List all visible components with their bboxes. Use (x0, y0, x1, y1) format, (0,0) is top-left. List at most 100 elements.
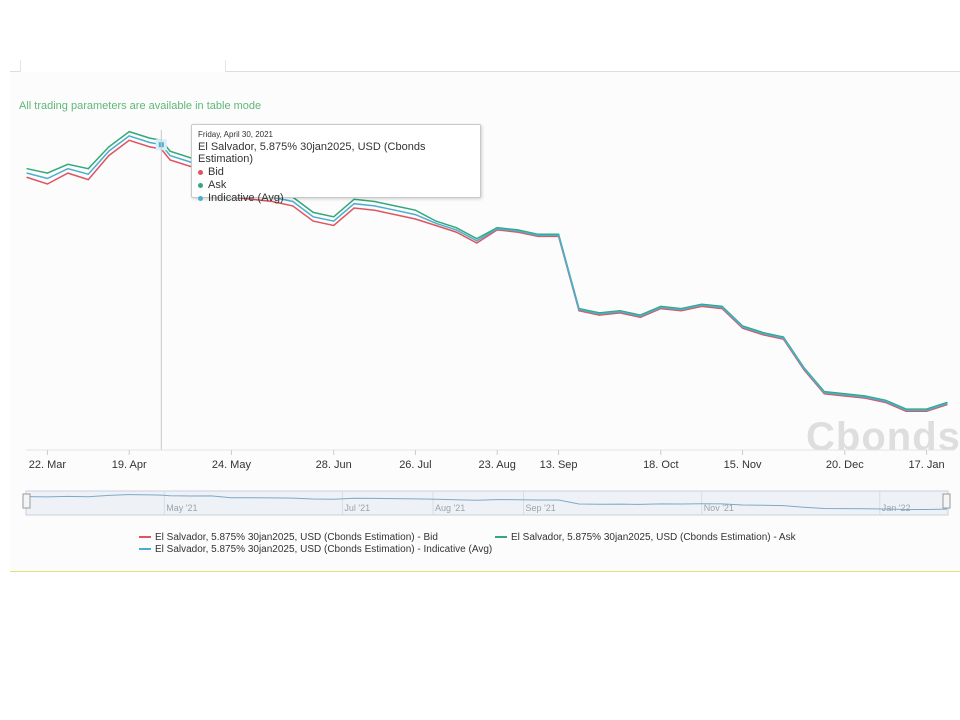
series-line-indicative-avg[interactable] (26, 135, 948, 411)
data-point (333, 220, 335, 222)
data-point (926, 410, 928, 412)
navigator-track[interactable] (25, 490, 949, 516)
data-point (190, 165, 192, 168)
x-tick-label: 17. Jan (909, 459, 945, 471)
data-point (476, 242, 478, 244)
data-point (660, 305, 662, 307)
legend-swatch-bid (139, 536, 151, 539)
data-point (864, 395, 866, 397)
data-point (26, 168, 28, 170)
navigator-left-handle[interactable] (22, 493, 31, 509)
tooltip-row-ask: Ask (198, 179, 474, 192)
data-point (67, 163, 69, 165)
data-point (374, 200, 376, 203)
x-tick-label: 20. Dec (826, 459, 864, 471)
x-axis-ticks: 22. Mar 19. Apr 24. May 28. Jun 26. Jul 23. A… (29, 450, 945, 471)
table-mode-notice[interactable]: All trading parameters are available in … (19, 100, 262, 112)
series-line-bid[interactable] (26, 139, 948, 413)
data-point (537, 234, 539, 236)
data-point (496, 227, 498, 229)
data-point (333, 224, 335, 227)
data-point (639, 316, 641, 318)
data-point (353, 198, 355, 200)
data-point (864, 396, 866, 398)
x-tick-label: 13. Sep (540, 459, 578, 471)
data-point (87, 168, 89, 170)
data-point (598, 314, 601, 316)
data-point (26, 172, 28, 174)
data-point (312, 211, 314, 213)
legend-item-bid[interactable]: El Salvador, 5.875% 30jan2025, USD (Cbon… (139, 532, 438, 543)
data-point (742, 326, 744, 328)
tooltip-row-bid: Bid (198, 166, 474, 179)
tooltip-ask-label: Ask (208, 179, 227, 191)
x-tick-label: 28. Jun (316, 459, 352, 471)
data-point (558, 234, 560, 236)
legend-item-avg[interactable]: El Salvador, 5.875% 30jan2025, USD (Cbon… (139, 544, 492, 555)
data-point (619, 311, 621, 313)
data-point (680, 310, 682, 312)
tooltip-date: Friday, April 30, 2021 (198, 130, 274, 139)
data-point (67, 172, 69, 174)
series-line-ask[interactable] (26, 130, 948, 410)
data-point (455, 227, 457, 229)
data-point (455, 229, 457, 231)
data-point (312, 220, 314, 222)
legend-item-ask[interactable]: El Salvador, 5.875% 30jan2025, USD (Cbon… (495, 532, 796, 543)
data-point (455, 231, 457, 233)
series-lines (26, 130, 948, 413)
data-point (46, 177, 49, 180)
data-point (128, 131, 130, 133)
data-point (414, 209, 416, 211)
data-point (680, 309, 682, 311)
data-point (108, 150, 110, 152)
data-point (823, 393, 825, 395)
data-point (46, 172, 49, 174)
data-point (251, 198, 253, 200)
data-point (190, 157, 192, 159)
navigator-label: Aug '21 (435, 503, 465, 513)
data-point (946, 401, 948, 404)
data-point (926, 409, 928, 411)
data-point (149, 141, 151, 144)
navigator-right-handle[interactable] (942, 493, 951, 509)
data-point (271, 200, 273, 203)
data-point (435, 222, 437, 224)
data-point (128, 139, 130, 141)
data-point (292, 200, 294, 203)
data-point (169, 159, 171, 161)
x-tick-label: 18. Oct (643, 459, 678, 471)
data-point (946, 403, 948, 405)
x-tick-label: 19. Apr (112, 459, 147, 471)
data-point (496, 228, 498, 230)
data-point (414, 214, 416, 216)
data-point (333, 216, 335, 218)
data-point (149, 137, 151, 139)
legend-label-bid: El Salvador, 5.875% 30jan2025, USD (Cbon… (155, 532, 438, 543)
data-point (292, 205, 294, 207)
navigator: May '21 Jul '21 Aug '21 Sep '21 Nov '21 Jan '… (22, 490, 951, 516)
data-point (803, 368, 805, 370)
tooltip-title: El Salvador, 5.875% 30jan2025, USD (Cbon… (198, 141, 426, 165)
data-point (435, 220, 437, 222)
data-point (476, 238, 478, 240)
navigator-label: May '21 (166, 503, 197, 513)
data-point (128, 135, 130, 137)
data-point (108, 155, 110, 157)
data-point (701, 303, 703, 305)
bottom-divider (10, 571, 960, 572)
data-point (762, 333, 764, 335)
hover-tooltip: Friday, April 30, 2021 El Salvador, 5.87… (191, 124, 481, 204)
data-point (414, 218, 416, 220)
data-point (374, 205, 376, 207)
data-point (844, 393, 846, 395)
top-divider (10, 71, 960, 72)
tooltip-bid-label: Bid (208, 166, 224, 178)
legend-label-ask: El Salvador, 5.875% 30jan2025, USD (Cbon… (511, 532, 796, 543)
navigator-label: Sep '21 (526, 503, 556, 513)
navigator-label: Jan '22 (882, 503, 911, 513)
data-point (844, 394, 846, 396)
data-point (394, 205, 396, 207)
data-point (169, 155, 171, 157)
